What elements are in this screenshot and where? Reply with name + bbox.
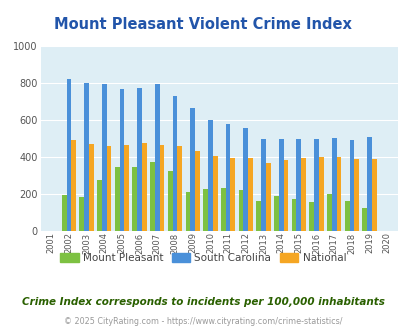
Bar (207, 120, 212, 231)
Bar (301, 158, 305, 231)
Bar (155, 84, 159, 231)
Bar (318, 157, 323, 231)
Bar (167, 171, 172, 231)
Bar (336, 157, 341, 231)
Bar (97, 180, 102, 231)
Bar (203, 189, 207, 231)
Bar (172, 96, 177, 231)
Bar (326, 194, 331, 231)
Bar (115, 167, 119, 231)
Bar (260, 139, 265, 231)
Bar (124, 145, 129, 231)
Text: © 2025 CityRating.com - https://www.cityrating.com/crime-statistics/: © 2025 CityRating.com - https://www.city… (64, 317, 341, 326)
Text: Crime Index corresponds to incidents per 100,000 inhabitants: Crime Index corresponds to incidents per… (21, 297, 384, 307)
Bar (225, 124, 230, 231)
Bar (190, 108, 195, 231)
Bar (220, 188, 225, 231)
Bar (142, 143, 147, 231)
Text: Mount Pleasant Violent Crime Index: Mount Pleasant Violent Crime Index (54, 17, 351, 32)
Bar (71, 140, 76, 231)
Bar (362, 208, 366, 231)
Bar (313, 139, 318, 231)
Bar (84, 82, 89, 231)
Bar (195, 151, 199, 231)
Bar (66, 80, 71, 231)
Bar (79, 197, 84, 231)
Bar (119, 89, 124, 231)
Bar (150, 162, 155, 231)
Bar (331, 138, 336, 231)
Bar (137, 88, 142, 231)
Bar (102, 84, 107, 231)
Bar (132, 167, 137, 231)
Bar (107, 146, 111, 231)
Bar (238, 190, 243, 231)
Bar (349, 141, 354, 231)
Bar (371, 159, 376, 231)
Bar (273, 196, 278, 231)
Bar (309, 202, 313, 231)
Bar (256, 201, 260, 231)
Bar (185, 192, 190, 231)
Bar (247, 158, 252, 231)
Bar (278, 139, 283, 231)
Bar (344, 201, 349, 231)
Bar (296, 139, 301, 231)
Bar (89, 144, 94, 231)
Bar (283, 160, 288, 231)
Bar (212, 156, 217, 231)
Bar (265, 163, 270, 231)
Bar (177, 147, 182, 231)
Bar (62, 195, 66, 231)
Bar (291, 199, 296, 231)
Legend: Mount Pleasant, South Carolina, National: Mount Pleasant, South Carolina, National (55, 249, 350, 267)
Bar (159, 145, 164, 231)
Bar (366, 137, 371, 231)
Bar (230, 158, 234, 231)
Bar (243, 127, 247, 231)
Bar (354, 159, 358, 231)
